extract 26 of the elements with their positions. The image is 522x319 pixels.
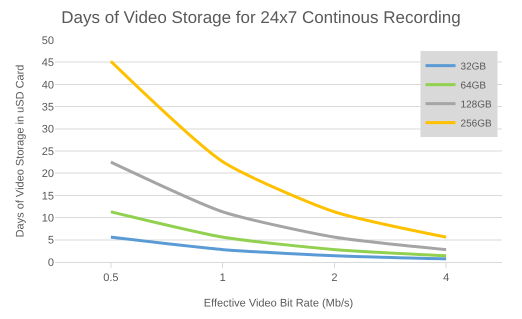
line-series <box>109 60 448 239</box>
y-tick-label: 15 <box>42 190 54 202</box>
y-axis-title: Days of Video Storage in uSD Card <box>14 64 26 238</box>
x-tick-label: 1 <box>220 272 226 284</box>
y-tick-label: 30 <box>42 124 54 136</box>
x-tick-label: 0.5 <box>103 272 119 284</box>
y-tick-label: 20 <box>42 168 54 180</box>
y-tick-label: 35 <box>42 101 54 114</box>
y-tick-label: 10 <box>42 212 54 224</box>
y-tick-label: 0 <box>48 256 54 269</box>
y-tick-label: 50 <box>42 34 54 47</box>
y-tick-label: 45 <box>42 57 54 70</box>
line-series <box>109 236 448 260</box>
legend-label: 32GB <box>460 62 486 72</box>
y-tick-label: 25 <box>42 146 54 158</box>
line-series <box>109 160 448 252</box>
legend-label: 64GB <box>460 80 486 92</box>
y-tick-label: 5 <box>48 234 54 247</box>
line-series <box>109 210 448 258</box>
chart-title: Days of Video Storage for 24x7 Continous Recording <box>61 8 461 28</box>
legend-label: 128GB <box>460 100 492 110</box>
legend-label: 256GB <box>460 118 492 130</box>
x-tick-label: 4 <box>443 272 450 284</box>
x-tick-label: 2 <box>331 272 338 284</box>
y-tick-label: 40 <box>42 79 54 92</box>
x-axis-title: Effective Video Bit Rate (Mb/s) <box>204 297 354 310</box>
